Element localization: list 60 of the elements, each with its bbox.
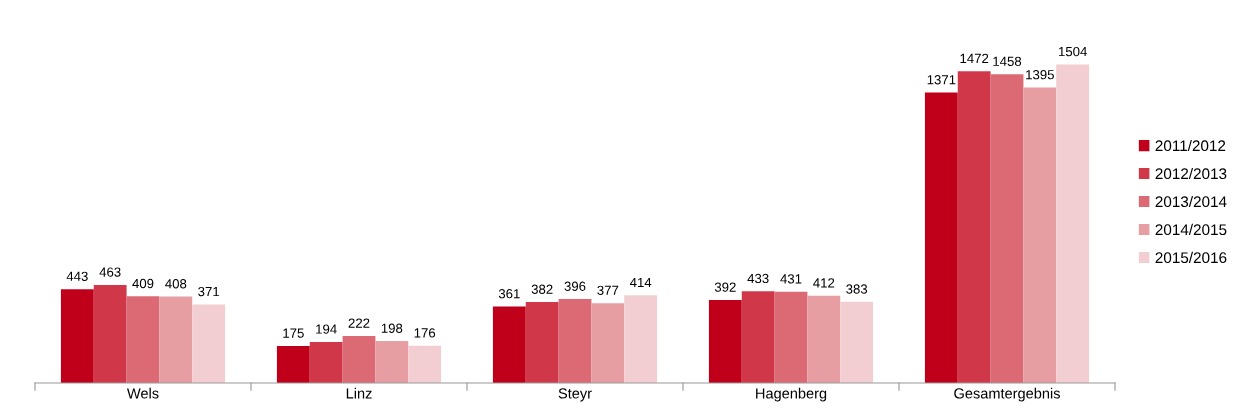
data-label: 412 — [813, 278, 835, 288]
bar — [924, 92, 958, 383]
bar — [276, 345, 310, 383]
x-tick-label: Linz — [346, 387, 372, 399]
data-label: 408 — [165, 279, 187, 289]
data-label: 433 — [747, 273, 769, 284]
data-label: 409 — [132, 278, 154, 289]
data-label: 1504 — [1059, 46, 1087, 57]
bar — [192, 304, 226, 383]
bar — [1023, 87, 1057, 383]
bar — [126, 296, 160, 383]
bar — [840, 301, 874, 383]
data-label: 361 — [498, 289, 520, 299]
data-label: 198 — [381, 323, 403, 333]
data-label: 396 — [564, 281, 586, 291]
bar — [807, 295, 841, 383]
legend-label: 2013/2014 — [1155, 195, 1227, 208]
bar — [342, 335, 376, 383]
data-label: 1472 — [960, 53, 989, 63]
data-label: 383 — [846, 284, 868, 294]
legend-label: 2012/2013 — [1155, 167, 1227, 180]
bar — [492, 306, 526, 383]
bar — [60, 289, 94, 383]
x-tick-label: Hagenberg — [756, 387, 827, 402]
data-label: 176 — [414, 328, 436, 338]
legend-label: 2014/2015 — [1155, 223, 1227, 236]
data-label: 1458 — [993, 56, 1022, 66]
bar — [525, 302, 559, 383]
bar — [1056, 64, 1090, 383]
data-label: 392 — [714, 282, 736, 292]
data-label: 414 — [629, 277, 652, 288]
bar — [990, 74, 1024, 383]
data-label: 377 — [597, 285, 619, 295]
x-tick-label: Wels — [126, 387, 159, 399]
data-label: 463 — [99, 267, 121, 277]
bar — [93, 284, 127, 383]
data-label: 175 — [283, 328, 304, 338]
legend-label: 2011/2012 — [1155, 139, 1226, 152]
x-tick-label: Steyr — [558, 388, 592, 402]
data-label: 371 — [198, 286, 220, 297]
bar — [708, 299, 742, 383]
bar — [624, 295, 658, 383]
bar — [957, 71, 991, 383]
data-label: 443 — [66, 271, 88, 281]
bar — [309, 341, 343, 383]
bar — [741, 291, 775, 383]
bar — [558, 299, 592, 383]
bar — [159, 296, 193, 383]
data-label: 382 — [531, 284, 553, 294]
data-label: 1371 — [927, 75, 956, 85]
data-label: 194 — [316, 324, 337, 334]
bar — [408, 345, 442, 383]
bar — [774, 291, 808, 383]
data-label: 1395 — [1026, 70, 1054, 80]
bar — [591, 303, 625, 383]
legend-label: 2015/2016 — [1155, 251, 1227, 264]
data-label: 222 — [348, 318, 370, 328]
x-tick-label: Gesamtergebnis — [954, 387, 1060, 402]
data-label: 431 — [780, 274, 802, 284]
bar — [375, 341, 409, 383]
